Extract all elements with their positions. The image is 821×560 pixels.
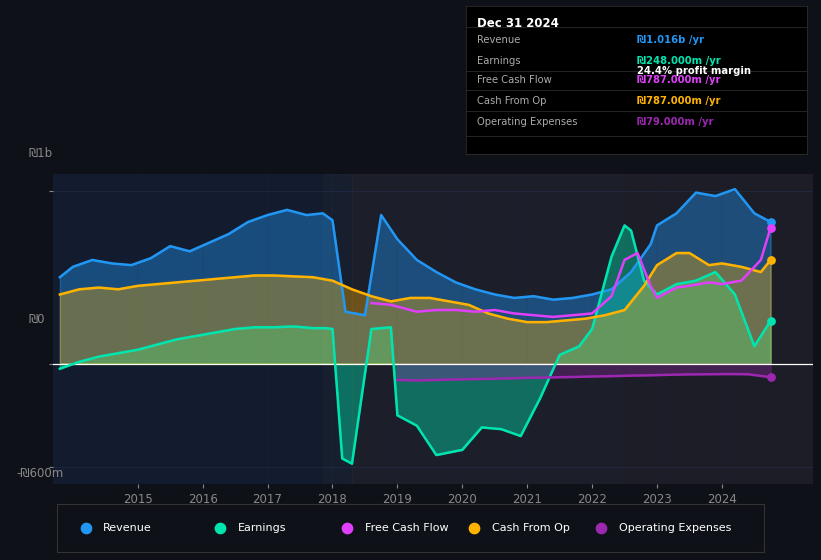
Text: Cash From Op: Cash From Op: [476, 96, 546, 106]
Point: [79, 523, 92, 532]
Text: ₪787.000m /yr: ₪787.000m /yr: [637, 76, 720, 85]
Text: Operating Expenses: Operating Expenses: [619, 523, 732, 533]
Bar: [352, 174, 813, 484]
Text: ₪0: ₪0: [29, 312, 45, 326]
Point: [764, 316, 777, 325]
Text: Operating Expenses: Operating Expenses: [476, 117, 577, 127]
Text: ₪79.000m /yr: ₪79.000m /yr: [637, 117, 713, 127]
Point: [764, 255, 777, 264]
Bar: [625, 174, 813, 484]
Text: 24.4% profit margin: 24.4% profit margin: [637, 66, 750, 76]
Point: [594, 523, 608, 532]
Text: Cash From Op: Cash From Op: [492, 523, 570, 533]
Text: Earnings: Earnings: [237, 523, 286, 533]
Point: [467, 523, 480, 532]
Point: [341, 523, 354, 532]
Text: Revenue: Revenue: [476, 35, 520, 45]
Text: ₪1.016b /yr: ₪1.016b /yr: [637, 35, 704, 45]
Point: [764, 217, 777, 226]
Text: ₪1b: ₪1b: [29, 147, 53, 160]
Text: Free Cash Flow: Free Cash Flow: [365, 523, 448, 533]
Text: -₪600m: -₪600m: [16, 466, 64, 480]
Text: Free Cash Flow: Free Cash Flow: [476, 76, 551, 85]
Text: ₪787.000m /yr: ₪787.000m /yr: [637, 96, 720, 106]
Text: Earnings: Earnings: [476, 56, 521, 66]
Point: [213, 523, 227, 532]
Text: Dec 31 2024: Dec 31 2024: [476, 17, 558, 30]
Bar: [323, 174, 352, 484]
Text: ₪248.000m /yr: ₪248.000m /yr: [637, 56, 721, 66]
Text: Revenue: Revenue: [103, 523, 152, 533]
Point: [764, 373, 777, 382]
Point: [764, 223, 777, 232]
